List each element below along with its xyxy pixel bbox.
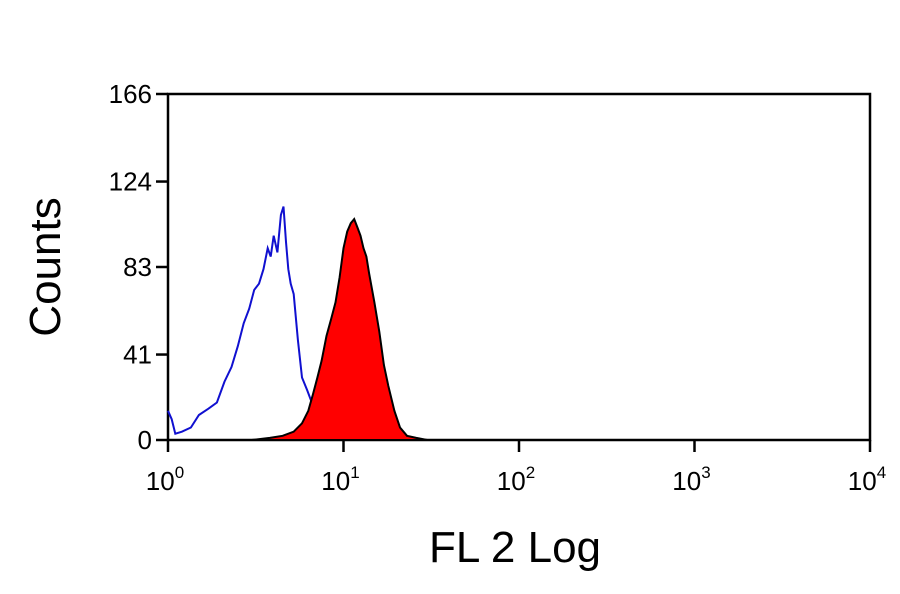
x-tick-label: 100 [146, 463, 184, 496]
y-tick-label: 124 [109, 167, 152, 197]
y-tick-label: 166 [109, 79, 152, 109]
series-layer [167, 206, 428, 441]
y-tick-label: 83 [123, 252, 152, 282]
x-tick-label: 104 [848, 463, 886, 496]
x-tick-label: 102 [497, 463, 535, 496]
x-axis-title: FL 2 Log [429, 523, 601, 572]
y-axis: 0 41 83 124 166 [109, 79, 168, 455]
filled-histogram-series [251, 217, 428, 441]
plot-frame [166, 92, 872, 442]
x-tick-label: 103 [672, 463, 710, 496]
x-axis: 100 101 102 103 104 [146, 440, 886, 496]
y-axis-title: Counts [21, 197, 70, 336]
y-tick-label: 41 [123, 340, 152, 370]
x-tick-label: 101 [321, 463, 359, 496]
y-tick-label: 0 [138, 425, 152, 455]
